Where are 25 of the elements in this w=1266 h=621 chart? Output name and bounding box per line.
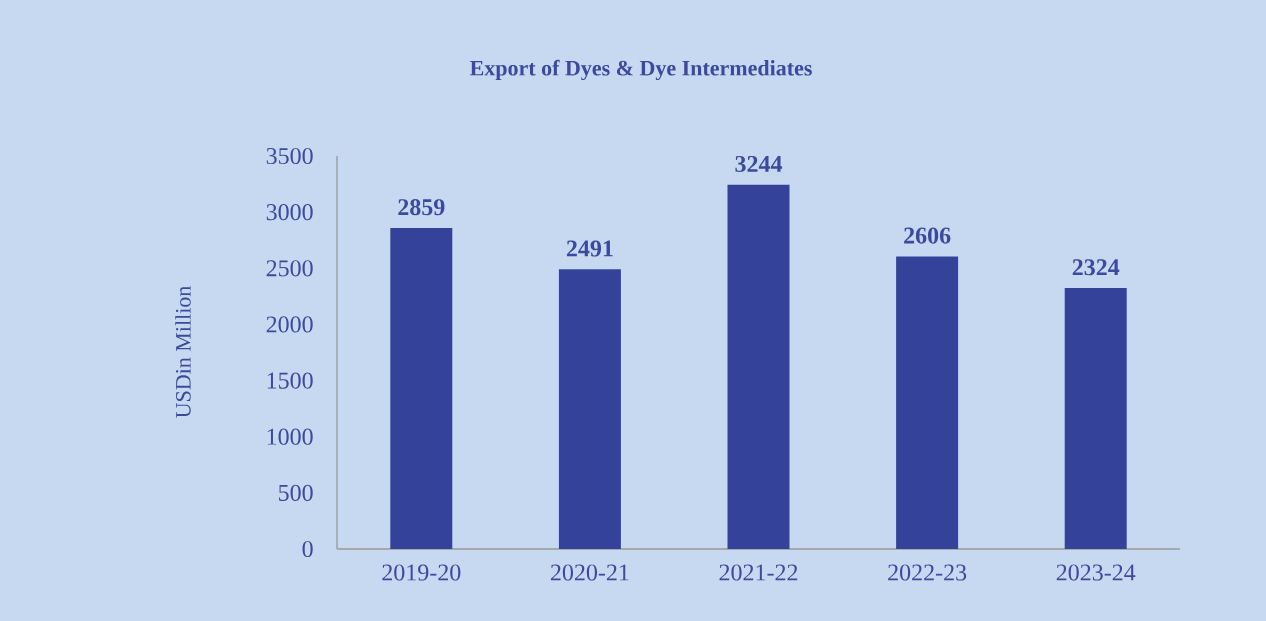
x-tick-label: 2022-23 xyxy=(888,564,967,581)
data-label: 2859 xyxy=(398,199,445,216)
x-tick-label: 2019-20 xyxy=(382,564,461,581)
y-tick-label: 2000 xyxy=(266,316,313,333)
y-tick-label: 1000 xyxy=(267,428,313,445)
data-label: 3244 xyxy=(735,155,783,173)
y-tick-label: 3500 xyxy=(266,147,313,165)
y-tick-label: 0 xyxy=(302,540,313,558)
y-axis-title: USDin Million xyxy=(175,286,191,418)
data-label: 2324 xyxy=(1072,259,1120,276)
y-tick-label: 1500 xyxy=(267,372,313,389)
data-label: 2606 xyxy=(904,227,951,244)
x-tick-label: 2021-22 xyxy=(719,564,798,581)
y-tick-label: 3000 xyxy=(266,204,313,221)
bar xyxy=(558,269,621,549)
bar xyxy=(1064,288,1127,549)
y-tick-label: 500 xyxy=(279,484,313,501)
x-tick-label: 2020-21 xyxy=(550,564,629,581)
data-label: 2491 xyxy=(566,240,613,257)
bar xyxy=(896,256,959,549)
chart-title: Export of Dyes & Dye Intermediates xyxy=(470,59,812,81)
bar xyxy=(390,227,453,549)
y-tick-label: 2500 xyxy=(266,260,313,277)
x-tick-label: 2023-24 xyxy=(1056,564,1136,581)
bar xyxy=(727,184,790,549)
